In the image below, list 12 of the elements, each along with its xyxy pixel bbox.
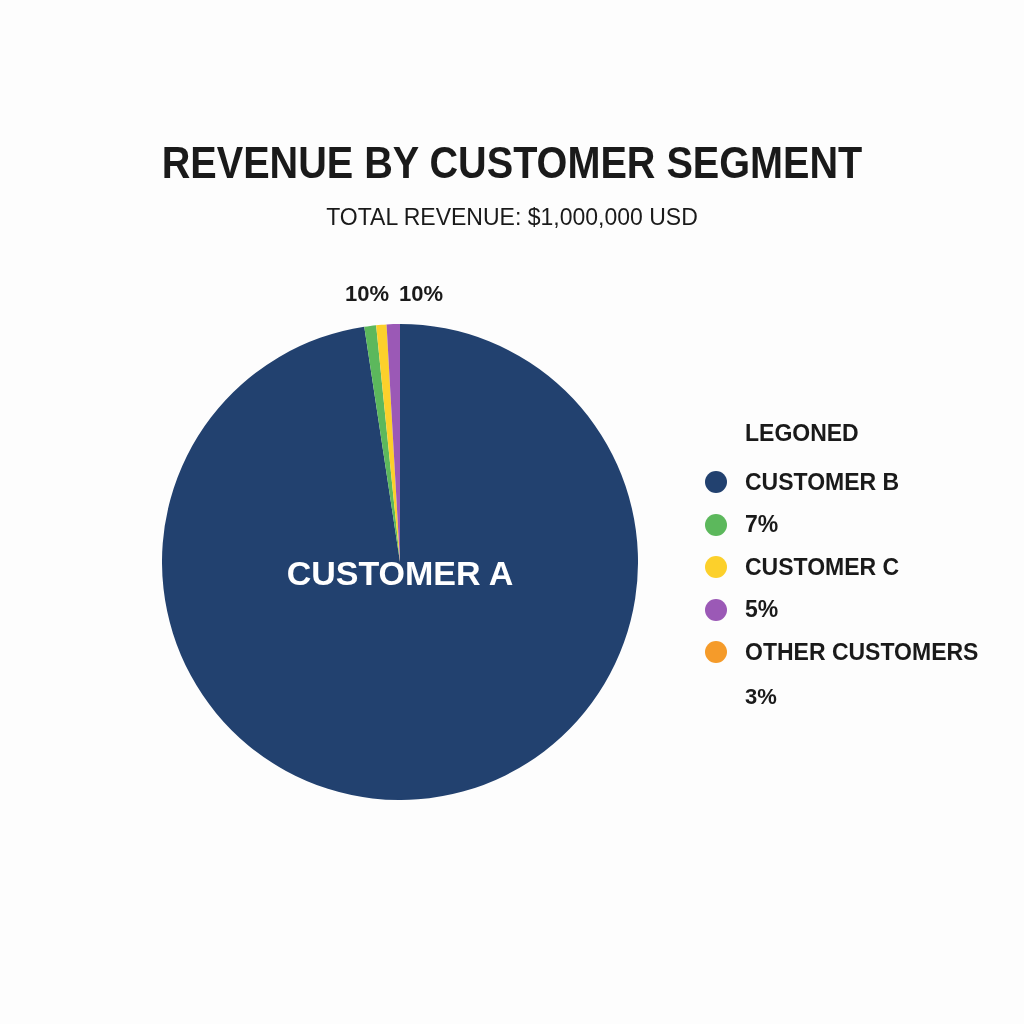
- chart-title: REVENUE BY CUSTOMER SEGMENT: [160, 138, 864, 188]
- text: 10%: [398, 281, 444, 307]
- text: 10%: [344, 281, 390, 307]
- legend-label: 7%: [745, 511, 779, 539]
- chart-subtitle: TOTAL REVENUE: $1,000,000 USD: [325, 204, 699, 231]
- legend-label: OTHER CUSTOMERS: [745, 638, 979, 666]
- legend-label: 5%: [745, 596, 779, 624]
- legend-label: CUSTOMER B: [745, 468, 900, 496]
- legend-title: LEGONED: [745, 420, 860, 447]
- legend-label: CUSTOMER C: [745, 553, 900, 581]
- text: CUSTOMER A: [286, 553, 514, 593]
- text: 3%: [745, 684, 777, 710]
